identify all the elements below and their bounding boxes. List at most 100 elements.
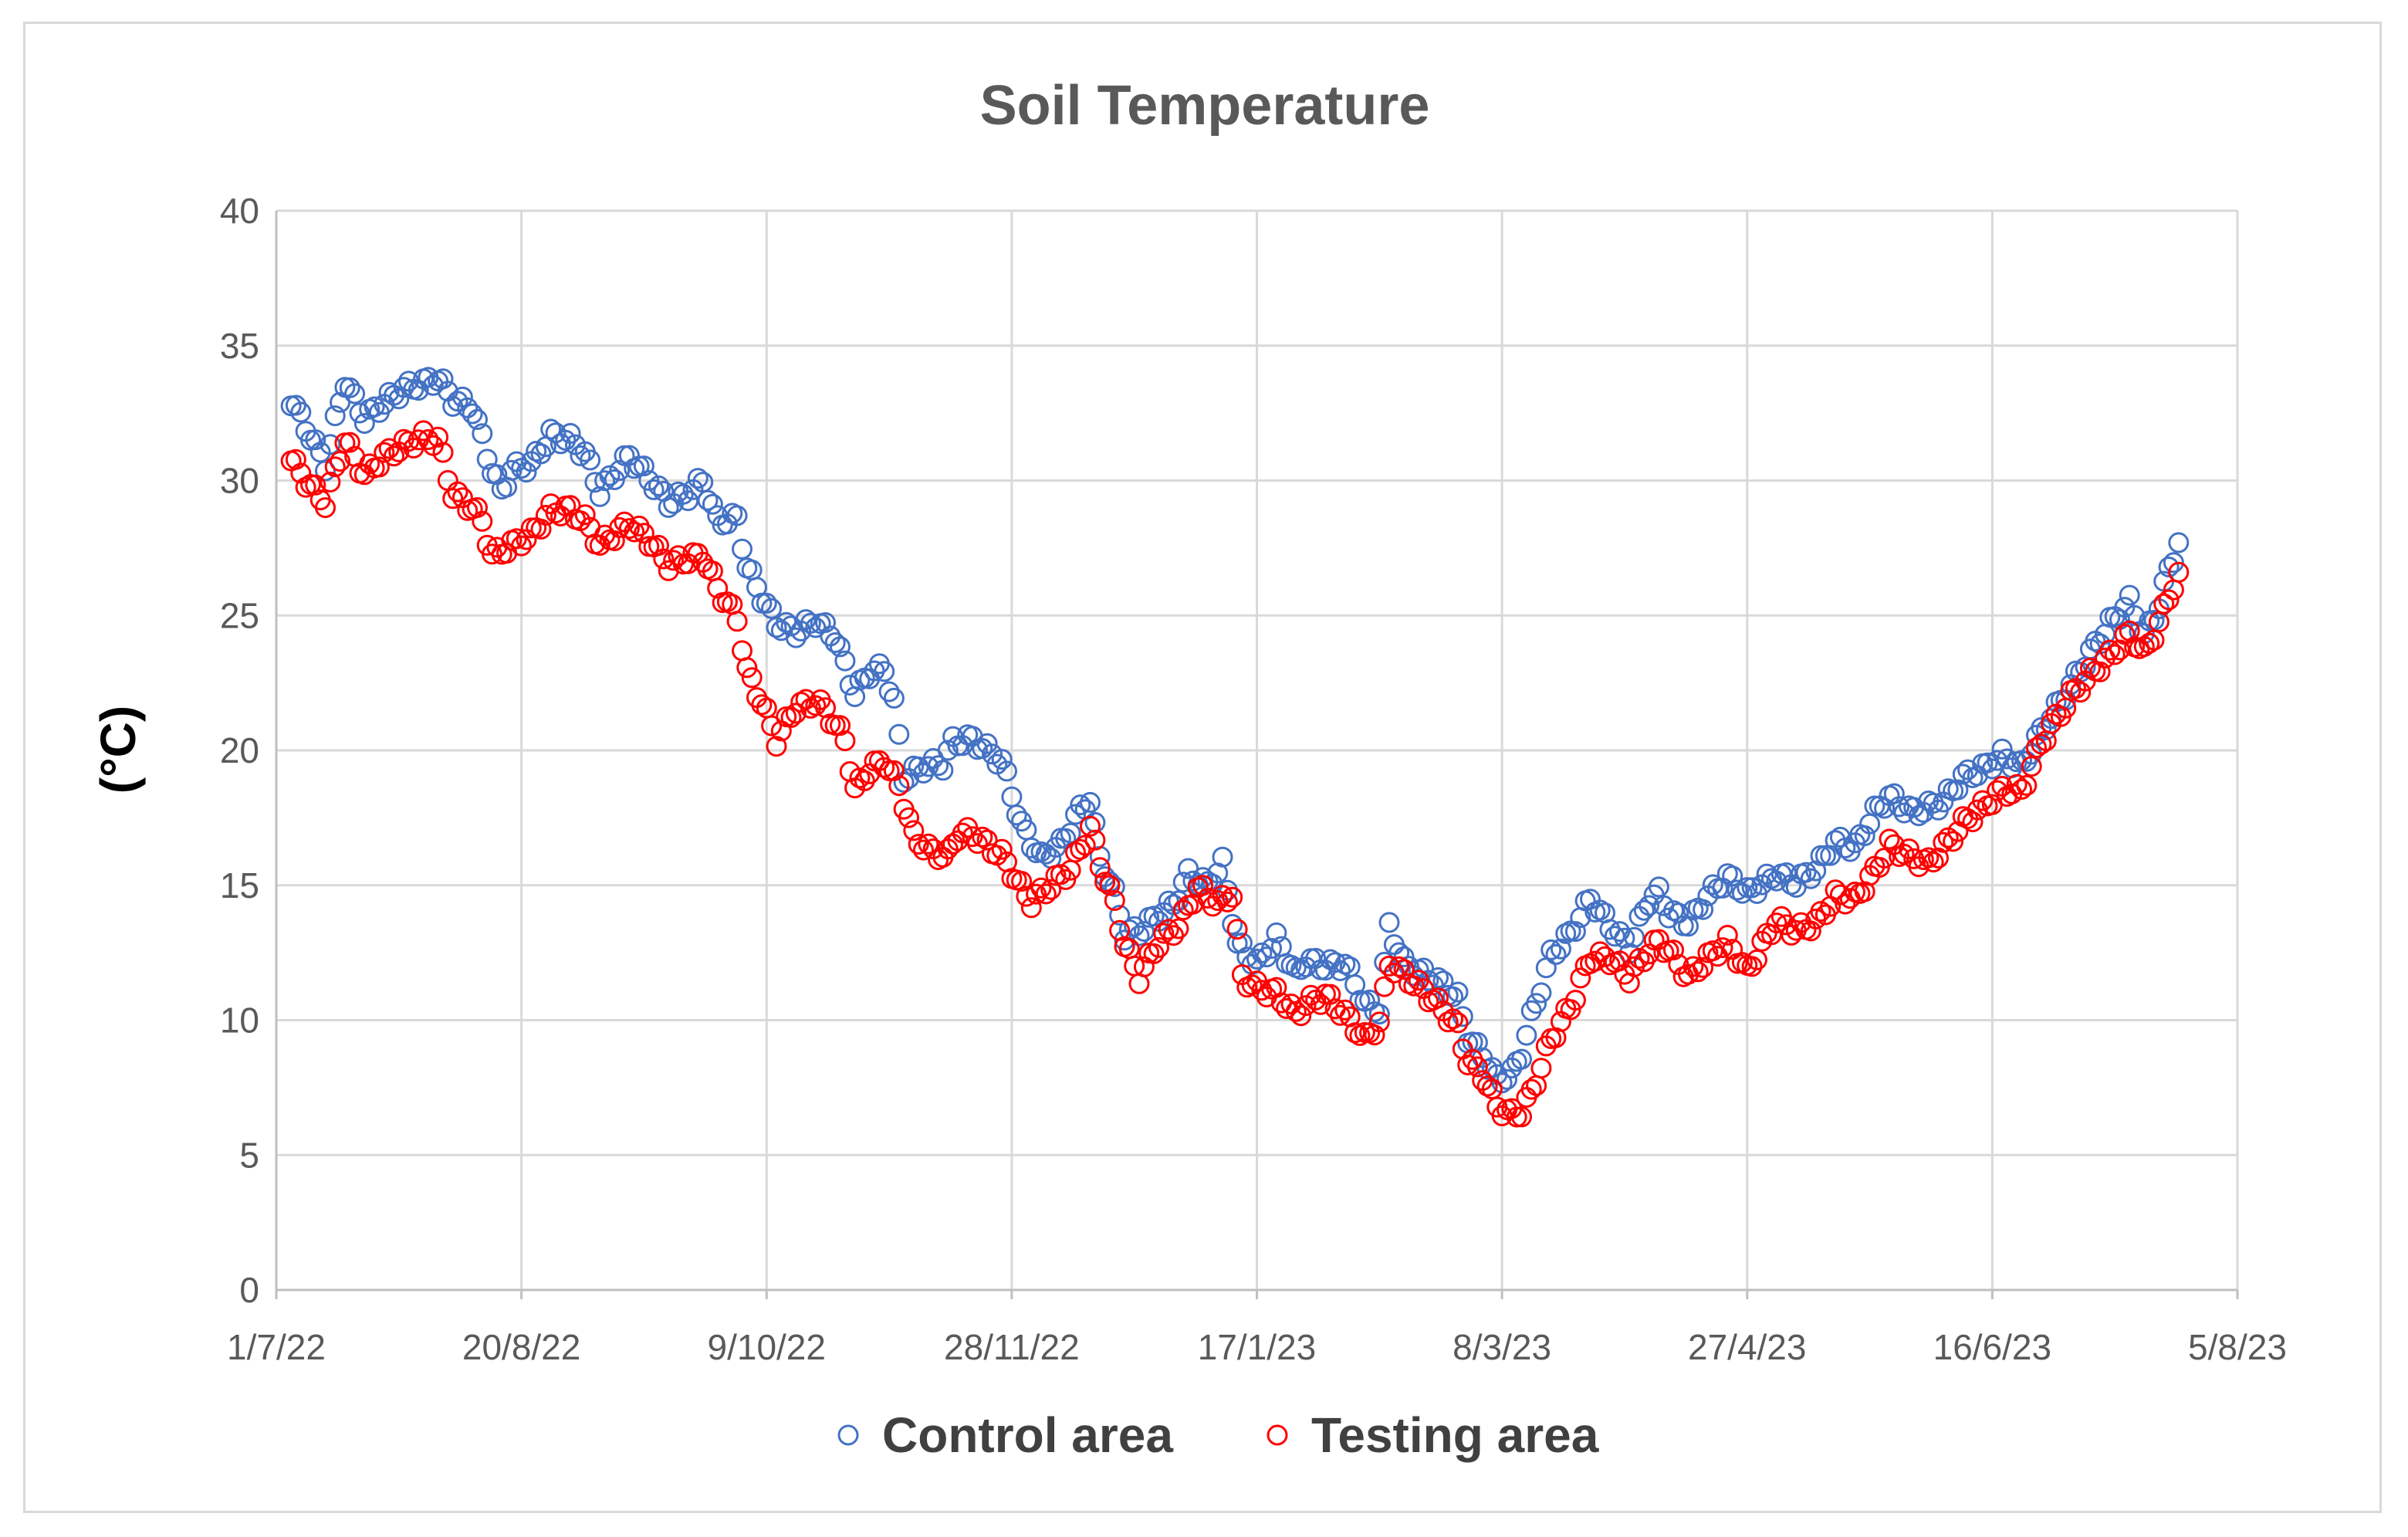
control-area-point bbox=[462, 403, 483, 425]
testing-area-point bbox=[1722, 939, 1743, 960]
control-area-point bbox=[1545, 944, 1567, 965]
testing-area-point bbox=[1133, 956, 1155, 977]
control-area-point bbox=[1864, 795, 1885, 817]
control-area-point bbox=[1158, 890, 1179, 912]
testing-area-point bbox=[1874, 848, 1896, 869]
control-area-point bbox=[633, 455, 654, 477]
testing-area-point bbox=[1712, 937, 1733, 959]
testing-area-point bbox=[2139, 632, 2160, 654]
testing-area-point bbox=[2070, 682, 2092, 703]
control-area-point bbox=[1452, 1006, 1473, 1027]
testing-area-point bbox=[1663, 939, 1684, 961]
control-area-point bbox=[452, 386, 473, 408]
testing-area-point bbox=[1128, 973, 1150, 994]
testing-area-point bbox=[1251, 980, 1273, 1001]
testing-area-point bbox=[398, 431, 419, 452]
testing-area-point bbox=[482, 543, 502, 565]
testing-area-point bbox=[339, 432, 360, 453]
testing-area-point bbox=[1933, 831, 1954, 853]
testing-area-point bbox=[2153, 593, 2175, 614]
control-area-point bbox=[1693, 899, 1714, 920]
testing-area-point bbox=[1104, 890, 1125, 911]
control-area-point bbox=[408, 380, 429, 401]
testing-area-point bbox=[1030, 877, 1052, 899]
testing-area-point bbox=[1466, 1056, 1488, 1078]
control-area-point bbox=[2168, 532, 2190, 554]
testing-area-point bbox=[761, 715, 783, 736]
testing-area-point bbox=[368, 456, 390, 478]
testing-area-point bbox=[2158, 589, 2180, 611]
control-area-point bbox=[1854, 825, 1875, 847]
control-area-point bbox=[928, 755, 949, 777]
control-area-point bbox=[1564, 921, 1586, 943]
legend: Control area Testing area bbox=[837, 1407, 1599, 1463]
testing-area-point bbox=[1570, 967, 1591, 989]
control-area-point bbox=[800, 612, 821, 634]
testing-area-point bbox=[1040, 879, 1062, 900]
control-area-point bbox=[883, 687, 905, 709]
legend-marker-control-area bbox=[837, 1424, 859, 1446]
control-area-point bbox=[1526, 993, 1547, 1014]
testing-area-point bbox=[1437, 1011, 1459, 1033]
testing-area-point bbox=[574, 504, 596, 526]
testing-area-point bbox=[1364, 1024, 1385, 1046]
testing-area-point bbox=[530, 518, 552, 540]
testing-area-point bbox=[1212, 885, 1233, 906]
control-area-point bbox=[815, 612, 836, 633]
testing-area-point bbox=[663, 550, 685, 571]
testing-area-point bbox=[707, 577, 729, 599]
control-area-point bbox=[432, 368, 454, 390]
testing-area-point bbox=[1216, 891, 1238, 912]
testing-area-point bbox=[1026, 883, 1047, 905]
testing-area-point bbox=[467, 497, 488, 518]
control-area-point bbox=[658, 496, 679, 518]
control-area-point bbox=[937, 740, 959, 761]
testing-area-point bbox=[2099, 639, 2121, 661]
y-tick-label: 30 bbox=[220, 461, 259, 501]
testing-area-point bbox=[1776, 914, 1798, 936]
control-area-point bbox=[1889, 796, 1910, 818]
x-tick-label: 16/6/23 bbox=[1933, 1327, 2051, 1367]
control-area-point bbox=[1055, 828, 1077, 849]
testing-area-point bbox=[972, 826, 993, 848]
testing-area-point bbox=[1222, 886, 1243, 908]
chart-frame: Soil Temperature 0 5 10 15 20 25 30 35 40 1/7/22… bbox=[23, 22, 2382, 1513]
testing-area-point bbox=[442, 488, 464, 510]
testing-area-point bbox=[1295, 995, 1317, 1017]
testing-area-point bbox=[1099, 875, 1121, 896]
control-area-point bbox=[1722, 865, 1743, 887]
control-area-point bbox=[1428, 967, 1449, 988]
testing-area-point bbox=[1035, 883, 1057, 905]
testing-area-point bbox=[535, 505, 556, 526]
testing-area-point bbox=[428, 426, 449, 448]
control-area-point bbox=[1447, 981, 1469, 1003]
testing-area-point bbox=[305, 474, 326, 496]
testing-area-point bbox=[1344, 1022, 1366, 1044]
control-area-point bbox=[1060, 822, 1081, 844]
testing-area-point bbox=[888, 775, 910, 797]
testing-area-point bbox=[2104, 644, 2126, 665]
testing-area-point bbox=[908, 834, 929, 855]
testing-area-point bbox=[1943, 831, 1964, 852]
control-area-point bbox=[609, 459, 631, 481]
control-area-point bbox=[1344, 974, 1366, 996]
testing-area-point bbox=[1893, 843, 1915, 865]
control-area-point bbox=[687, 468, 709, 489]
testing-area-point bbox=[2021, 756, 2042, 777]
testing-area-point bbox=[320, 471, 341, 493]
control-area-point bbox=[1080, 791, 1101, 813]
y-tick-labels: 0 5 10 15 20 25 30 35 40 bbox=[220, 191, 259, 1310]
testing-area-point bbox=[2016, 774, 2038, 796]
testing-area-point bbox=[1530, 1058, 1552, 1079]
control-area-point bbox=[1614, 927, 1635, 949]
control-area-point bbox=[1805, 860, 1827, 882]
y-tick-label: 25 bbox=[220, 595, 259, 635]
testing-area-point bbox=[2089, 661, 2111, 682]
testing-area-point bbox=[1163, 925, 1184, 946]
control-area-point bbox=[1266, 922, 1287, 943]
testing-area-point bbox=[913, 839, 934, 861]
control-area-point bbox=[594, 470, 616, 492]
control-area-point bbox=[315, 460, 336, 482]
y-tick-label: 0 bbox=[239, 1270, 259, 1310]
testing-area-point bbox=[1330, 1004, 1351, 1026]
